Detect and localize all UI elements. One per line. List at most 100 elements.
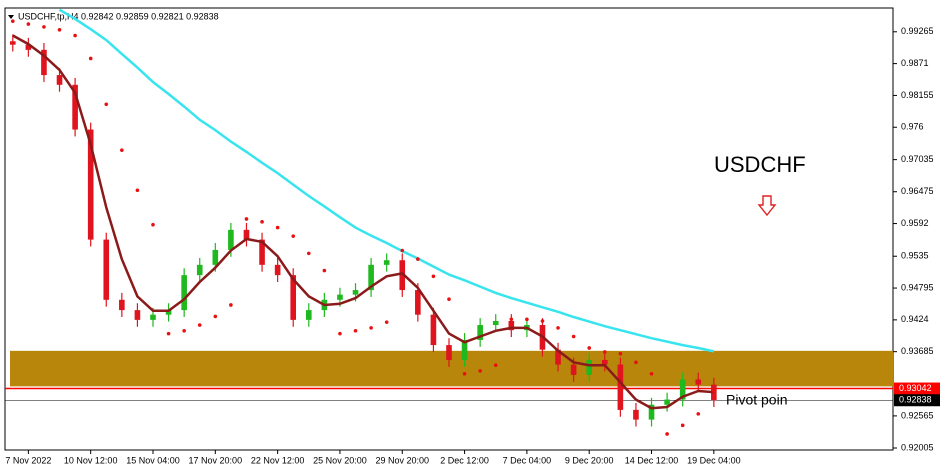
sar-dot [73, 33, 77, 38]
candle-body [415, 290, 421, 315]
x-tick-label: 14 Dec 12:00 [625, 455, 679, 465]
y-tick-label: 0.976 [901, 122, 924, 132]
x-tick-label: 25 Nov 20:00 [313, 455, 367, 465]
candle-body [56, 75, 63, 85]
y-tick-label: 0.97035 [901, 154, 934, 164]
candle-body [243, 229, 250, 240]
sar-dot [322, 268, 327, 273]
x-tick-label: 2 Dec 12:00 [440, 455, 489, 465]
candle-body [337, 294, 343, 300]
candle-body [368, 264, 374, 291]
sar-dot [182, 328, 186, 333]
candle-body [259, 239, 265, 265]
candle-body [25, 44, 32, 50]
candle-body [633, 409, 639, 420]
x-tick-label: 17 Nov 20:00 [189, 455, 243, 465]
candle-body [119, 299, 125, 311]
sar-dot [42, 25, 46, 29]
sar-dot [229, 303, 233, 307]
sar-dot [384, 320, 389, 324]
candle-body [508, 321, 515, 331]
sar-dot [540, 319, 545, 323]
price-label: 0.92838 [899, 395, 932, 405]
y-tick-label: 0.93685 [901, 346, 934, 356]
y-tick-label: 0.99265 [901, 26, 934, 36]
candle-body [586, 359, 593, 375]
candle-body [134, 310, 141, 320]
y-tick-label: 0.9592 [901, 218, 929, 228]
candle-body [664, 399, 670, 405]
candle-body [352, 290, 359, 295]
candle-body [648, 404, 655, 420]
sar-dot [120, 148, 124, 152]
candle-body [9, 41, 16, 45]
candle-body [103, 239, 110, 300]
sar-dot [587, 346, 592, 350]
moving-average [58, 8, 715, 353]
x-tick-label: 9 Dec 20:00 [565, 455, 614, 465]
x-tick-label: 10 Nov 12:00 [64, 455, 118, 465]
candle-body [695, 379, 702, 385]
candle-body [196, 264, 203, 276]
y-tick-label: 0.9535 [901, 251, 929, 261]
y-tick-label: 0.9871 [901, 58, 929, 68]
sar-dot [213, 314, 218, 319]
sar-dot [260, 220, 264, 224]
price-label-box [894, 394, 940, 407]
x-tick-label: 29 Nov 20:00 [375, 455, 429, 465]
sar-dot [57, 27, 62, 32]
sar-dot [556, 326, 560, 330]
chart-title: USDCHF,tp,H4 0.92842 0.92859 0.92821 0.9… [18, 11, 219, 21]
candle-body [41, 49, 47, 76]
candle-body [305, 310, 312, 320]
sar-dot [447, 297, 451, 302]
annotation-pivot: Pivot poin [726, 392, 787, 408]
candle-body [446, 345, 452, 360]
down-arrow [757, 195, 777, 217]
candle-body [492, 321, 499, 326]
candle-body [150, 314, 156, 320]
sar-dot [166, 331, 171, 336]
sar-dot [634, 360, 638, 365]
candle-body [461, 339, 468, 360]
candle-body [617, 364, 624, 410]
sar-dot [244, 217, 249, 221]
moving-average [12, 34, 714, 410]
candle-body [290, 275, 297, 320]
candle-body [165, 310, 172, 315]
sar-dot [416, 257, 420, 261]
sar-dot [431, 274, 436, 279]
sar-dot [291, 234, 296, 238]
candle-body [181, 275, 187, 311]
sar-dot [571, 334, 576, 339]
sar-dot [665, 432, 669, 436]
price-label-box [894, 382, 940, 395]
y-tick-label: 0.96475 [901, 186, 934, 196]
menu-triangle [8, 15, 14, 19]
candle-body [212, 249, 219, 265]
sar-dot [400, 248, 405, 253]
sar-dot [135, 188, 140, 193]
sar-dot [338, 331, 342, 336]
candle-body [87, 129, 94, 240]
candle-body [383, 260, 390, 265]
sar-dot [712, 389, 716, 393]
candle-body [679, 379, 686, 400]
x-tick-label: 22 Nov 12:00 [251, 455, 305, 465]
x-tick-label: 7 Nov 2022 [5, 455, 51, 465]
sar-dot [353, 328, 358, 333]
sar-dot [493, 363, 498, 367]
x-tick-label: 15 Nov 04:00 [126, 455, 180, 465]
sar-dot [602, 350, 607, 354]
x-tick-label: 19 Dec 04:00 [687, 455, 741, 465]
sar-dot [649, 371, 654, 376]
candle-body [570, 364, 577, 375]
candle-body [601, 359, 608, 365]
annotation-symbol: USDCHF [714, 152, 806, 177]
sar-dot [509, 317, 514, 322]
sar-dot [197, 323, 202, 327]
candle-body [399, 260, 406, 291]
sar-dot [104, 102, 109, 107]
candle-body [228, 229, 234, 250]
